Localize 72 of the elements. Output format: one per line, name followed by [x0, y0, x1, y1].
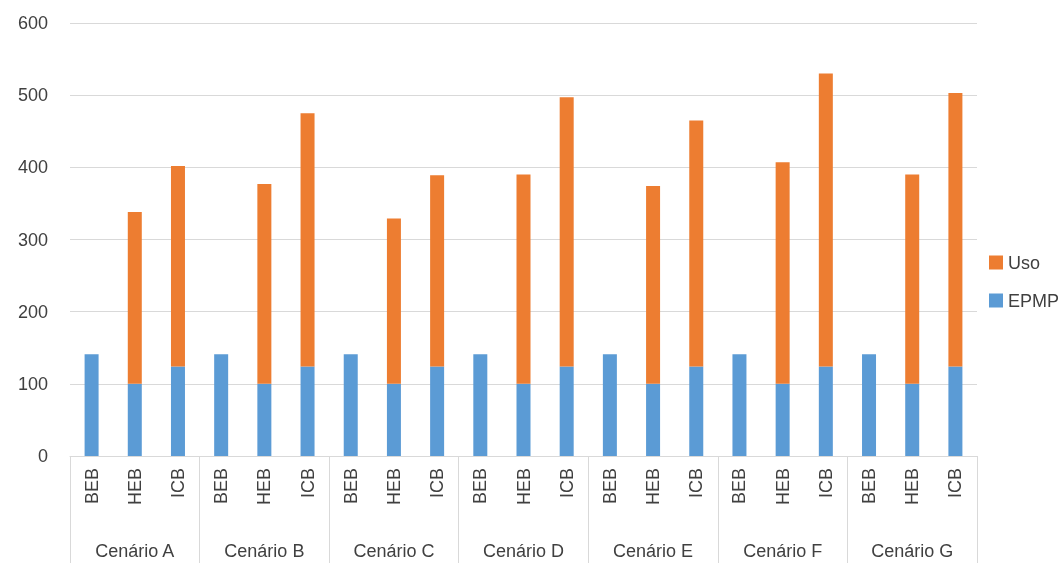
x-tick-label: BEB: [81, 468, 102, 505]
bar: [948, 366, 963, 456]
x-tick-label: ICB: [427, 468, 448, 499]
y-tick-label: 600: [17, 13, 48, 33]
text: Cenário F: [743, 541, 823, 561]
x-tick-label: BEB: [340, 468, 361, 505]
y-tick-label: 100: [17, 373, 48, 394]
x-tick-label: HEB: [902, 468, 923, 506]
bar: [386, 383, 401, 456]
x-tick-label: ICB: [297, 468, 318, 499]
x-tick-label: HEB: [383, 468, 404, 506]
x-tick-label: ICB: [945, 468, 966, 499]
x-tick-label: ICB: [686, 468, 707, 499]
x-tick-label: BEB: [859, 468, 880, 505]
bar: [170, 366, 185, 456]
bar: [646, 186, 661, 384]
x-tick-label: HEB: [254, 468, 275, 506]
text: Cenário G: [871, 541, 954, 561]
bar: [473, 354, 488, 456]
text: Cenário E: [613, 541, 694, 561]
bar: [689, 120, 704, 367]
text: Cenário A: [95, 541, 175, 561]
bar: [300, 366, 315, 456]
legend-label: Uso: [1007, 252, 1040, 273]
bar: [127, 383, 142, 456]
text: Cenário C: [353, 541, 435, 561]
bar: [732, 354, 747, 456]
bar: [775, 383, 790, 456]
bar: [170, 165, 185, 367]
y-tick-label: 500: [17, 85, 48, 106]
bar: [343, 354, 358, 456]
y-tick-label: 200: [17, 301, 48, 322]
y-tick-label: 400: [17, 157, 48, 178]
bar: [257, 383, 272, 456]
legend-label: EPMP: [1007, 290, 1059, 311]
bar: [214, 354, 229, 456]
bar: [775, 162, 790, 384]
bar: [559, 97, 574, 367]
bar: [646, 383, 661, 456]
bar: [84, 354, 99, 456]
bar: [602, 354, 617, 456]
x-tick-label: BEB: [211, 468, 232, 505]
bar: [300, 113, 315, 367]
y-tick-label: 300: [17, 229, 48, 250]
bar: [862, 354, 877, 456]
y-tick-label: 0: [37, 446, 48, 466]
bar: [257, 183, 272, 384]
bar: [559, 366, 574, 456]
bar: [818, 73, 833, 367]
x-tick-label: HEB: [643, 468, 664, 506]
bar: [948, 93, 963, 367]
bar: [516, 383, 531, 456]
bar: [386, 218, 401, 384]
bar: [127, 212, 142, 384]
x-tick-label: ICB: [556, 468, 577, 499]
x-tick-label: ICB: [815, 468, 836, 499]
bar: [818, 366, 833, 456]
x-tick-label: HEB: [124, 468, 145, 506]
bar: [905, 174, 920, 384]
bar: [689, 366, 704, 456]
x-tick-label: BEB: [470, 468, 491, 505]
text: Cenário D: [482, 541, 565, 561]
bar: [516, 174, 531, 384]
bar: [430, 175, 445, 367]
bar: [430, 366, 445, 456]
text: Cenário B: [224, 541, 305, 561]
bar: [905, 383, 920, 456]
x-tick-label: BEB: [599, 468, 620, 505]
x-tick-label: HEB: [513, 468, 534, 506]
x-tick-label: ICB: [167, 468, 188, 499]
x-tick-label: HEB: [772, 468, 793, 506]
x-tick-label: BEB: [729, 468, 750, 505]
